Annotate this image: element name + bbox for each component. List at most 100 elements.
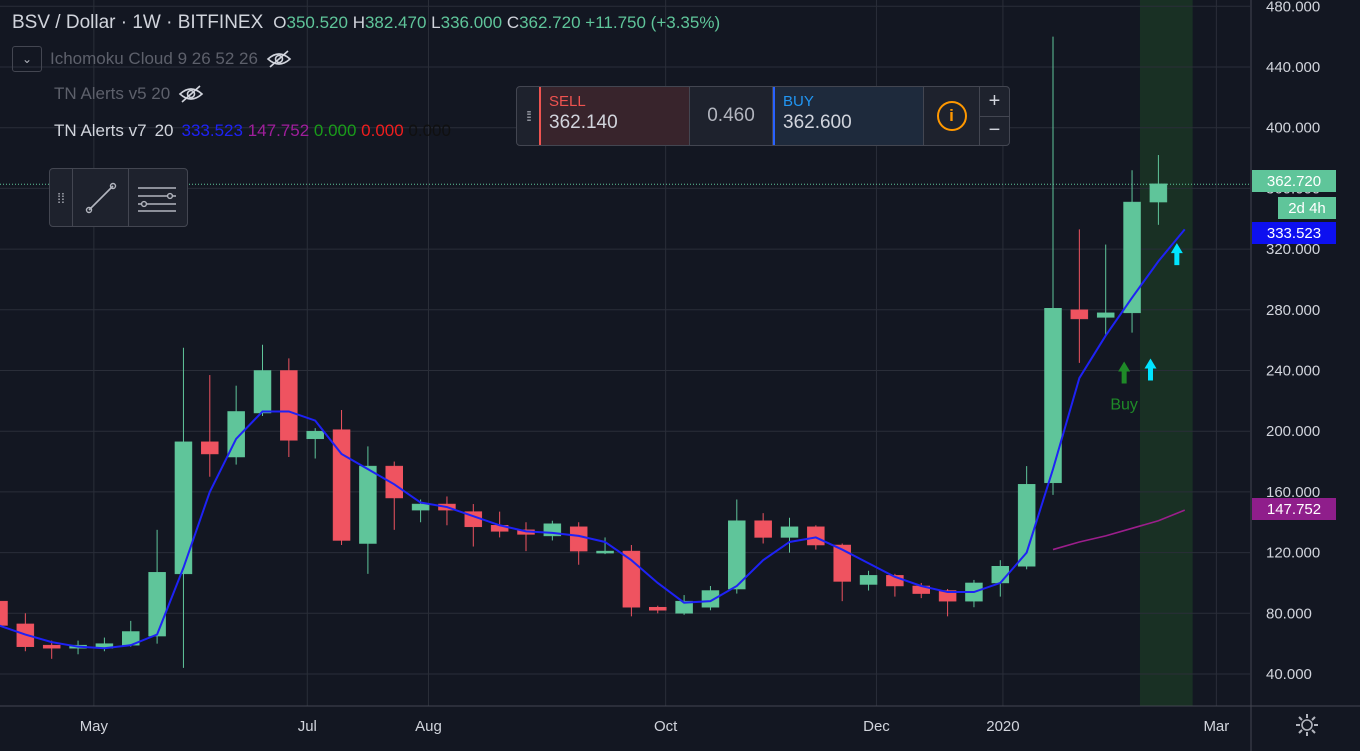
trade-panel: ⁞⁞ SELL 362.140 0.460 BUY 362.600 i + −: [516, 86, 1010, 146]
price-axis-label: 280.000: [1266, 302, 1320, 319]
time-axis-label: Aug: [415, 718, 442, 735]
eye-hidden-icon[interactable]: [266, 49, 292, 69]
ma-slow-line: [1052, 509, 1186, 551]
candle-body: [596, 550, 614, 554]
candle-body: [385, 465, 403, 499]
candle-body: [701, 590, 720, 608]
countdown-tag: 2d 4h: [1278, 197, 1336, 219]
time-axis-label: Mar: [1203, 718, 1229, 735]
lines-settings-icon: [137, 186, 176, 212]
indicator-value: 147.752: [247, 121, 314, 140]
candle-body: [807, 526, 825, 546]
low-value: 336.000: [440, 13, 503, 32]
alert-arrow-icon: [1144, 358, 1157, 381]
ma-slow-tag: 147.752: [1252, 498, 1336, 520]
candle-body: [1149, 183, 1168, 203]
candle-body: [253, 370, 272, 414]
candle-body: [754, 520, 772, 538]
candle-body: [174, 441, 193, 575]
alert-arrow-icon: [1170, 243, 1183, 266]
candle-body: [411, 503, 430, 511]
candle-body: [1096, 312, 1115, 318]
candle-body: [1123, 201, 1141, 314]
price-axis-label: 440.000: [1266, 59, 1320, 76]
price-axis-label: 320.000: [1266, 241, 1320, 258]
sell-button[interactable]: SELL 362.140: [539, 87, 689, 145]
price-axis-label: 40.000: [1266, 666, 1312, 683]
time-axis-label: 2020: [986, 718, 1019, 735]
indicator-row-ichimoku[interactable]: ⌄ Ichomoku Cloud 9 26 52 26: [12, 46, 292, 72]
indicator-value: 0.000: [408, 121, 451, 140]
info-icon: i: [936, 101, 967, 131]
candle-body: [728, 520, 746, 590]
collapse-legend-button[interactable]: ⌄: [12, 46, 42, 72]
symbol-title[interactable]: BSV / Dollar · 1W · BITFINEX: [12, 12, 264, 33]
buy-label: BUY: [783, 93, 814, 110]
price-axis-label: 160.000: [1266, 484, 1320, 501]
quantity-controls: + −: [979, 87, 1009, 145]
time-axis-label: Jul: [298, 718, 317, 735]
ohlc-values: O350.520 H382.470 L336.000 C362.720 +11.…: [273, 13, 720, 33]
high-label: H: [352, 13, 365, 32]
indicator-name: TN Alerts v5 20: [54, 84, 171, 103]
gear-icon: [1296, 714, 1318, 736]
candle-body: [833, 544, 851, 582]
close-label: C: [506, 13, 520, 32]
candle-body: [359, 465, 377, 544]
change-value: +11.750 (+3.35%): [585, 13, 721, 32]
price-axis-label: 240.000: [1266, 363, 1320, 380]
spread-value: 0.460: [689, 87, 773, 145]
candle-body: [306, 430, 324, 440]
price-axis-label: 80.000: [1266, 605, 1312, 622]
price-axis-label: 480.000: [1266, 0, 1320, 15]
chart-settings-button[interactable]: [1294, 712, 1322, 738]
indicator-row-tn-v7[interactable]: TN Alerts v7 20 333.523 147.752 0.000 0.…: [54, 121, 451, 141]
info-button[interactable]: i: [923, 87, 979, 145]
signal-highlight-band: [1139, 0, 1193, 706]
candle-body: [938, 590, 957, 602]
candle-body: [649, 606, 667, 611]
candle-body: [859, 575, 878, 585]
price-axis-label: 120.000: [1266, 545, 1320, 562]
buy-price: 362.600: [783, 112, 852, 133]
drag-handle-icon[interactable]: ⁞⁞: [57, 189, 65, 206]
buy-button[interactable]: BUY 362.600: [773, 87, 923, 145]
candle-body: [1070, 309, 1089, 320]
drag-handle-icon[interactable]: ⁞⁞: [526, 108, 532, 124]
ma-fast-line: [0, 228, 1186, 650]
price-axis-label: 400.000: [1266, 120, 1320, 137]
price-axis-label: 200.000: [1266, 423, 1320, 440]
trend-line-button[interactable]: [72, 169, 128, 226]
low-label: L: [431, 13, 441, 32]
candle-body: [280, 370, 298, 441]
indicator-name: Ichomoku Cloud 9 26 52 26: [50, 49, 258, 68]
indicator-row-tn-v5[interactable]: TN Alerts v5 20: [54, 84, 204, 104]
candle-body: [201, 441, 219, 455]
trend-line-icon: [85, 182, 116, 213]
candle-body: [0, 600, 8, 626]
time-axis-label: Oct: [654, 718, 678, 735]
buy-signal-label: Buy: [1110, 397, 1138, 414]
drawing-toolbox: ⁞⁞: [49, 168, 188, 227]
minus-button[interactable]: −: [988, 119, 1001, 142]
symbol-legend: BSV / Dollar · 1W · BITFINEX O350.520 H3…: [12, 12, 720, 34]
candle-body: [569, 526, 588, 552]
indicator-value: 0.000: [313, 121, 362, 140]
indicator-value: 0.000: [361, 121, 409, 140]
high-value: 382.470: [364, 13, 427, 32]
plus-button[interactable]: +: [980, 87, 1009, 117]
indicator-values: 333.523 147.752 0.000 0.000 0.000: [182, 121, 451, 141]
time-axis-label: Dec: [863, 718, 890, 735]
line-settings-button[interactable]: [128, 169, 184, 226]
indicator-value: 333.523: [181, 121, 248, 140]
ma-fast-tag: 333.523: [1252, 222, 1336, 244]
candle-body: [780, 526, 799, 538]
chevron-down-icon: ⌄: [21, 52, 33, 66]
open-value: 350.520: [286, 13, 348, 32]
last-price-tag: 362.720: [1252, 170, 1336, 192]
indicator-period: 20: [154, 121, 174, 140]
candle-body: [148, 572, 166, 637]
open-label: O: [273, 13, 287, 32]
eye-hidden-icon[interactable]: [178, 84, 204, 104]
